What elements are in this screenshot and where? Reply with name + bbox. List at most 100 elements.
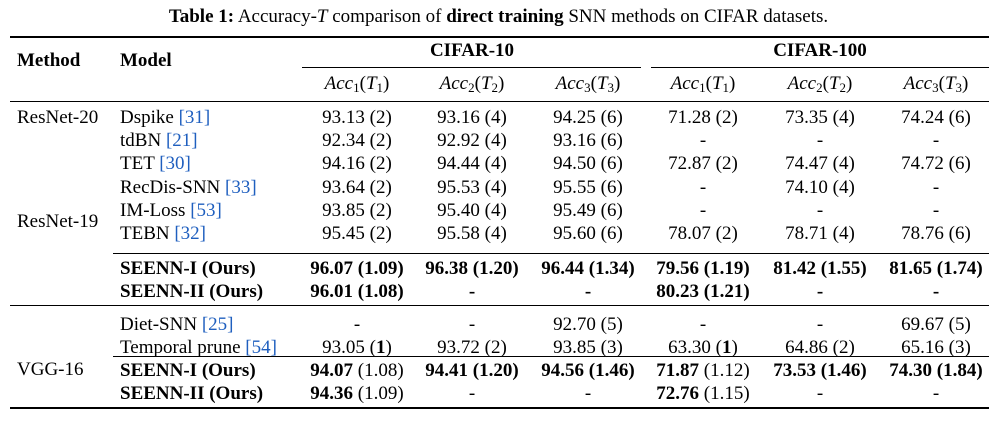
citation-ref: [25] [201, 314, 234, 335]
table-cell: 74.47 (4) [785, 153, 855, 175]
ours-rule-2 [113, 356, 989, 357]
metric-header: Acc2(T2) [787, 73, 853, 95]
caption-mid: comparison of [332, 6, 442, 27]
table-cell: - [816, 281, 824, 303]
method-name: ResNet-20 [17, 107, 99, 128]
table-cell: - [699, 314, 707, 335]
table-cell: 65.16 (3) [901, 337, 971, 359]
table-cell: 71.28 (2) [668, 107, 738, 128]
model-name: TEBN [32] [120, 223, 207, 244]
table-cell: 92.70 (5) [553, 314, 623, 335]
citation-ref: [33] [225, 176, 257, 198]
citation-ref: [31] [178, 107, 211, 128]
citation-ref: [53] [190, 199, 222, 221]
metric-header: Acc3(T3) [555, 73, 621, 95]
table-caption: Table 1: Accuracy-T comparison of direct… [0, 6, 997, 28]
table-cell: - [584, 383, 592, 405]
table-cell: 94.16 (2) [322, 153, 392, 175]
table-cell: 96.38 (1.20) [425, 258, 519, 279]
table-cell: 92.34 (2) [322, 130, 392, 152]
model-name: Diet-SNN [25] [120, 314, 234, 335]
table-cell: 74.72 (6) [901, 153, 971, 175]
table-cell: - [932, 199, 940, 221]
table-cell: 81.65 (1.74) [889, 258, 983, 279]
citation-ref: [30] [159, 153, 191, 175]
table-cell: 72.87 (2) [668, 153, 738, 175]
model-name-ours: SEENN-I (Ours) [120, 258, 256, 279]
table-cell: 74.10 (4) [785, 176, 855, 198]
table-cell: 94.50 (6) [553, 153, 623, 175]
model-name: Dspike [31] [120, 107, 211, 128]
table-cell: - [816, 383, 824, 405]
caption-post: SNN methods on CIFAR datasets. [568, 6, 829, 27]
table-cell: 73.35 (4) [785, 107, 855, 128]
header-cifar100: CIFAR-100 [773, 40, 867, 61]
model-name-ours: SEENN-II (Ours) [120, 383, 264, 405]
table-cell: 95.49 (6) [553, 199, 623, 221]
header-cifar10: CIFAR-10 [429, 40, 515, 61]
table-cell: 93.05 (1) [322, 337, 392, 359]
table-cell: 94.56 (1.46) [541, 360, 635, 381]
model-name: Temporal prune [54] [120, 337, 277, 359]
table-cell: 94.36 (1.09) [310, 383, 404, 405]
table-cell: 93.72 (2) [437, 337, 507, 359]
header-method: Method [17, 50, 81, 71]
table-cell: 63.30 (1) [668, 337, 738, 359]
caption-var: T [316, 6, 328, 27]
citation-ref: [32] [174, 223, 207, 244]
model-name-ours: SEENN-I (Ours) [120, 360, 256, 381]
table-cell: 95.60 (6) [553, 223, 623, 244]
group-rule [10, 305, 989, 306]
caption-pre: Accuracy- [237, 6, 317, 27]
model-name-ours: SEENN-II (Ours) [120, 281, 264, 303]
model-name: TET [30] [120, 153, 191, 175]
citation-ref: [21] [165, 130, 198, 152]
table-cell: - [353, 314, 361, 335]
method-name: ResNet-19 [17, 211, 99, 232]
table-cell: 93.85 (2) [322, 199, 392, 221]
model-name: tdBN [21] [120, 130, 198, 152]
metric-header: Acc2(T2) [439, 73, 505, 95]
table-cell: 64.86 (2) [785, 337, 855, 359]
caption-label: Table 1: [168, 6, 235, 27]
table-cell: - [932, 281, 940, 303]
table-cell: 95.45 (2) [322, 223, 392, 244]
table-cell: 71.87 (1.12) [656, 360, 750, 381]
table-cell: 92.92 (4) [437, 130, 507, 152]
table-cell: 73.53 (1.46) [773, 360, 867, 381]
table-cell: - [816, 199, 824, 221]
metric-header: Acc3(T3) [903, 73, 969, 95]
method-name: VGG-16 [17, 359, 84, 380]
table-cell: 93.85 (3) [553, 337, 623, 359]
table-cell: 95.55 (6) [553, 176, 623, 198]
cifar10-cmidrule [302, 67, 641, 68]
table-cell: 74.24 (6) [901, 107, 971, 128]
table-cell: 69.67 (5) [901, 314, 971, 335]
table-cell: 72.76 (1.15) [656, 383, 750, 405]
table-cell: - [468, 383, 476, 405]
table-cell: - [816, 314, 824, 335]
table-cell: 95.40 (4) [437, 199, 507, 221]
table-cell: 93.16 (6) [553, 130, 623, 152]
table-cell: 81.42 (1.55) [773, 258, 867, 279]
citation-ref: [54] [245, 337, 277, 359]
model-name: IM-Loss [53] [120, 199, 222, 221]
top-rule [10, 36, 989, 38]
table-cell: 95.53 (4) [437, 176, 507, 198]
table-cell: - [468, 281, 476, 303]
table-cell: - [932, 130, 940, 152]
table-cell: - [699, 176, 707, 198]
table-cell: 93.16 (4) [437, 107, 507, 128]
table-cell: 78.71 (4) [785, 223, 855, 244]
table-cell: 96.07 (1.09) [310, 258, 404, 279]
table-cell: 93.64 (2) [322, 176, 392, 198]
table-cell: - [932, 176, 940, 198]
model-name: RecDis-SNN [33] [120, 176, 257, 198]
table-cell: 93.13 (2) [322, 107, 392, 128]
table-cell: - [699, 130, 707, 152]
ours-rule-1 [113, 253, 989, 254]
header-rule [10, 101, 989, 102]
table-cell: 78.76 (6) [901, 223, 971, 244]
table-cell: 80.23 (1.21) [656, 281, 750, 303]
table-cell: 96.44 (1.34) [541, 258, 635, 279]
